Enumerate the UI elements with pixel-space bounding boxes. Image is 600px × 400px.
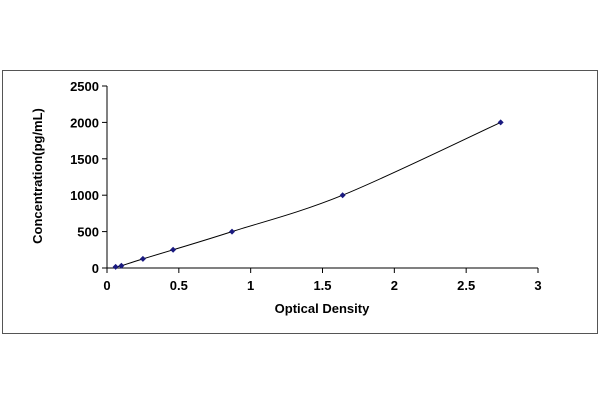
x-tick-label: 1 xyxy=(247,278,254,293)
x-tick-label: 2.5 xyxy=(457,278,475,293)
data-point-marker xyxy=(170,247,176,253)
x-tick-label: 1.5 xyxy=(313,278,331,293)
y-tick-label: 1000 xyxy=(70,188,99,203)
data-point-marker xyxy=(498,119,504,125)
x-axis-title: Optical Density xyxy=(275,301,370,316)
y-tick-label: 500 xyxy=(77,225,99,240)
x-tick-label: 3 xyxy=(534,278,541,293)
data-point-marker xyxy=(229,229,235,235)
data-point-marker xyxy=(113,264,119,270)
y-tick-label: 0 xyxy=(92,261,99,276)
data-point-marker xyxy=(140,256,146,262)
x-tick-label: 2 xyxy=(391,278,398,293)
y-tick-label: 2000 xyxy=(70,115,99,130)
tick-marks xyxy=(102,86,538,273)
y-tick-label: 2500 xyxy=(70,79,99,94)
trend-curve xyxy=(116,122,501,266)
y-axis-title: Concentration(pg/mL) xyxy=(30,108,45,244)
axes xyxy=(107,86,538,268)
data-point-marker xyxy=(340,192,346,198)
x-tick-label: 0 xyxy=(103,278,110,293)
x-tick-label: 0.5 xyxy=(170,278,188,293)
y-tick-label: 1500 xyxy=(70,152,99,167)
tick-labels: 0 0.5 1 1.5 2 2.5 3 0 500 1000 1500 2000 2500 xyxy=(70,79,542,293)
data-points xyxy=(113,119,504,269)
